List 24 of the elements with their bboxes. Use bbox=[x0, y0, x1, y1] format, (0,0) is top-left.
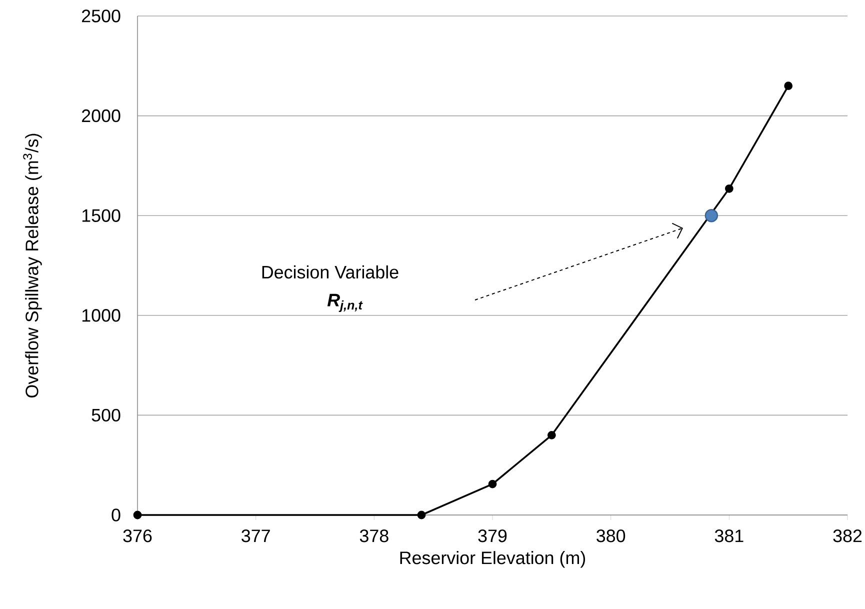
y-tick-label: 1000 bbox=[82, 309, 120, 322]
point bbox=[704, 209, 718, 222]
x-tick-label: 380 bbox=[596, 530, 626, 542]
x-tick-label: 377 bbox=[242, 530, 270, 542]
x-tick-label: 378 bbox=[360, 530, 388, 542]
x-tick-label: 376 bbox=[123, 530, 152, 542]
x-axis-title: Reservior Elevation (m) bbox=[400, 551, 586, 568]
y-axis-title: Overflow Spillway Release (m$^{3}$/s) bbox=[23, 134, 42, 398]
x-tick-label: 382 bbox=[833, 530, 862, 542]
point bbox=[417, 510, 426, 520]
annotation: R$_{j,n,t}$ bbox=[327, 294, 363, 312]
x-tick-label: 381 bbox=[714, 530, 744, 542]
y-tick-label: 2000 bbox=[82, 109, 120, 122]
point bbox=[488, 480, 497, 488]
y-tick-label: 500 bbox=[92, 408, 120, 422]
point bbox=[724, 184, 734, 193]
x-tick-label: 379 bbox=[478, 530, 507, 542]
point bbox=[547, 430, 556, 440]
y-tick-label: 0 bbox=[112, 508, 120, 522]
point bbox=[133, 510, 142, 520]
y-tick-label: 1500 bbox=[82, 209, 120, 222]
annotation: Decision Variable bbox=[262, 265, 398, 279]
point bbox=[784, 82, 793, 90]
y-tick-label: 2500 bbox=[82, 10, 120, 22]
